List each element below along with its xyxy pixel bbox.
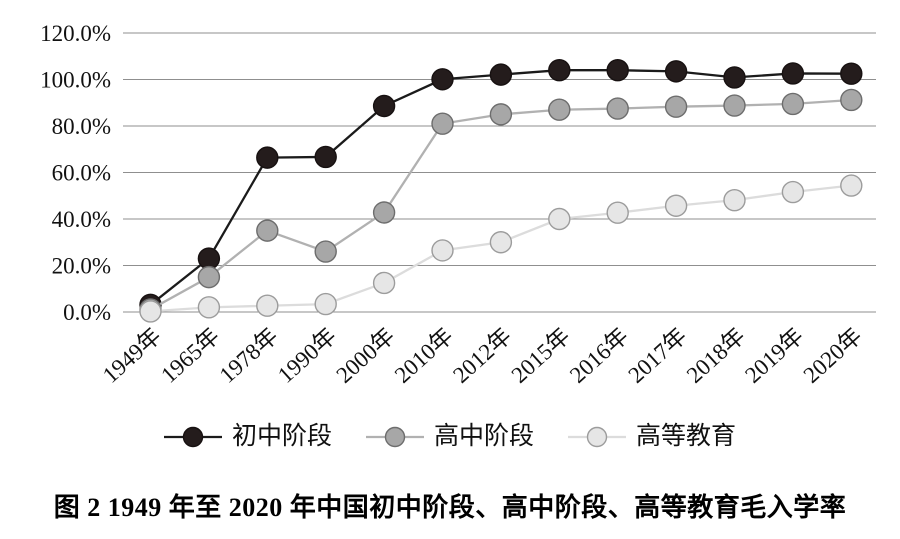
data-point <box>548 98 571 121</box>
data-point <box>489 231 513 254</box>
x-axis-tick-label: 2000年 <box>331 323 399 388</box>
legend-marker-icon <box>568 426 626 447</box>
data-point <box>548 58 571 82</box>
x-axis-tick-label: 2015年 <box>507 323 575 388</box>
x-axis-tick-label: 1990年 <box>273 323 341 388</box>
data-point <box>723 188 746 212</box>
x-axis-tick-label: 1965年 <box>156 323 224 388</box>
x-axis-tick-label: 2010年 <box>390 323 458 388</box>
data-point <box>664 194 688 217</box>
data-point <box>489 63 513 86</box>
data-point <box>256 146 279 169</box>
data-point <box>840 62 863 85</box>
y-axis-tick-label: 40.0% <box>52 207 111 232</box>
data-point <box>256 294 279 317</box>
y-axis-tick-label: 120.0% <box>40 21 111 46</box>
legend-dot <box>182 426 204 447</box>
data-point <box>314 292 337 316</box>
y-axis-tick-label: 60.0% <box>52 161 111 186</box>
legend-item-2: 高等教育 <box>568 424 736 449</box>
data-point <box>197 247 221 270</box>
data-point <box>314 240 337 263</box>
data-point <box>197 265 221 289</box>
legend-label: 高中阶段 <box>433 423 534 450</box>
legend-item-0: 初中阶段 <box>163 423 332 450</box>
legend-dot <box>586 426 608 447</box>
x-axis-tick-label: 2017年 <box>623 323 691 388</box>
data-point <box>606 58 629 82</box>
legend-label: 高等教育 <box>636 423 737 450</box>
chart-legend: 初中阶段 高中阶段 高等教育 <box>0 424 900 449</box>
line-chart: 0.0% 20.0% 40.0% 60.0% 80.0% 100.0% 120.0% 1949… <box>40 21 876 388</box>
data-point <box>431 68 454 91</box>
data-point <box>606 201 629 224</box>
data-point <box>840 88 863 112</box>
y-axis-tick-label: 80.0% <box>52 114 111 139</box>
data-point <box>256 219 279 242</box>
x-axis-tick-label: 1949年 <box>98 323 166 388</box>
series-line <box>149 98 852 311</box>
data-point <box>781 180 805 204</box>
figure-caption: 图 2 1949 年至 2020 年中国初中阶段、高中阶段、高等教育毛入学率 <box>53 493 847 522</box>
data-point <box>781 92 805 116</box>
data-point <box>314 145 337 169</box>
x-axis-tick-label: 2018年 <box>682 323 750 388</box>
data-point <box>431 239 454 262</box>
data-point <box>840 174 863 197</box>
data-point <box>664 60 688 83</box>
data-point <box>372 271 396 295</box>
data-point <box>723 94 746 117</box>
data-point <box>372 201 396 224</box>
data-point <box>489 103 513 126</box>
data-point <box>723 66 746 89</box>
y-axis-tick-label: 0.0% <box>63 300 111 325</box>
legend-label: 初中阶段 <box>231 423 332 450</box>
legend-marker-icon <box>163 426 222 447</box>
data-point <box>197 296 221 319</box>
x-axis-tick-label: 2020年 <box>799 323 867 388</box>
x-axis-tick-label: 2019年 <box>740 323 808 388</box>
legend-item-1: 高中阶段 <box>365 423 534 450</box>
x-axis-tick-label: 2016年 <box>565 323 633 388</box>
data-point <box>781 62 805 85</box>
data-point <box>548 207 571 231</box>
x-axis-tick-label: 1978年 <box>215 323 283 388</box>
legend-marker-icon <box>365 426 424 447</box>
y-axis-tick-label: 100.0% <box>40 68 111 93</box>
data-point <box>431 112 454 135</box>
y-axis-tick-label: 20.0% <box>52 254 111 279</box>
legend-dot <box>384 426 406 447</box>
x-axis-tick-label: 2012年 <box>448 323 516 388</box>
data-point <box>606 97 629 120</box>
data-point <box>139 300 162 323</box>
data-point <box>372 94 396 118</box>
data-point <box>664 95 688 118</box>
